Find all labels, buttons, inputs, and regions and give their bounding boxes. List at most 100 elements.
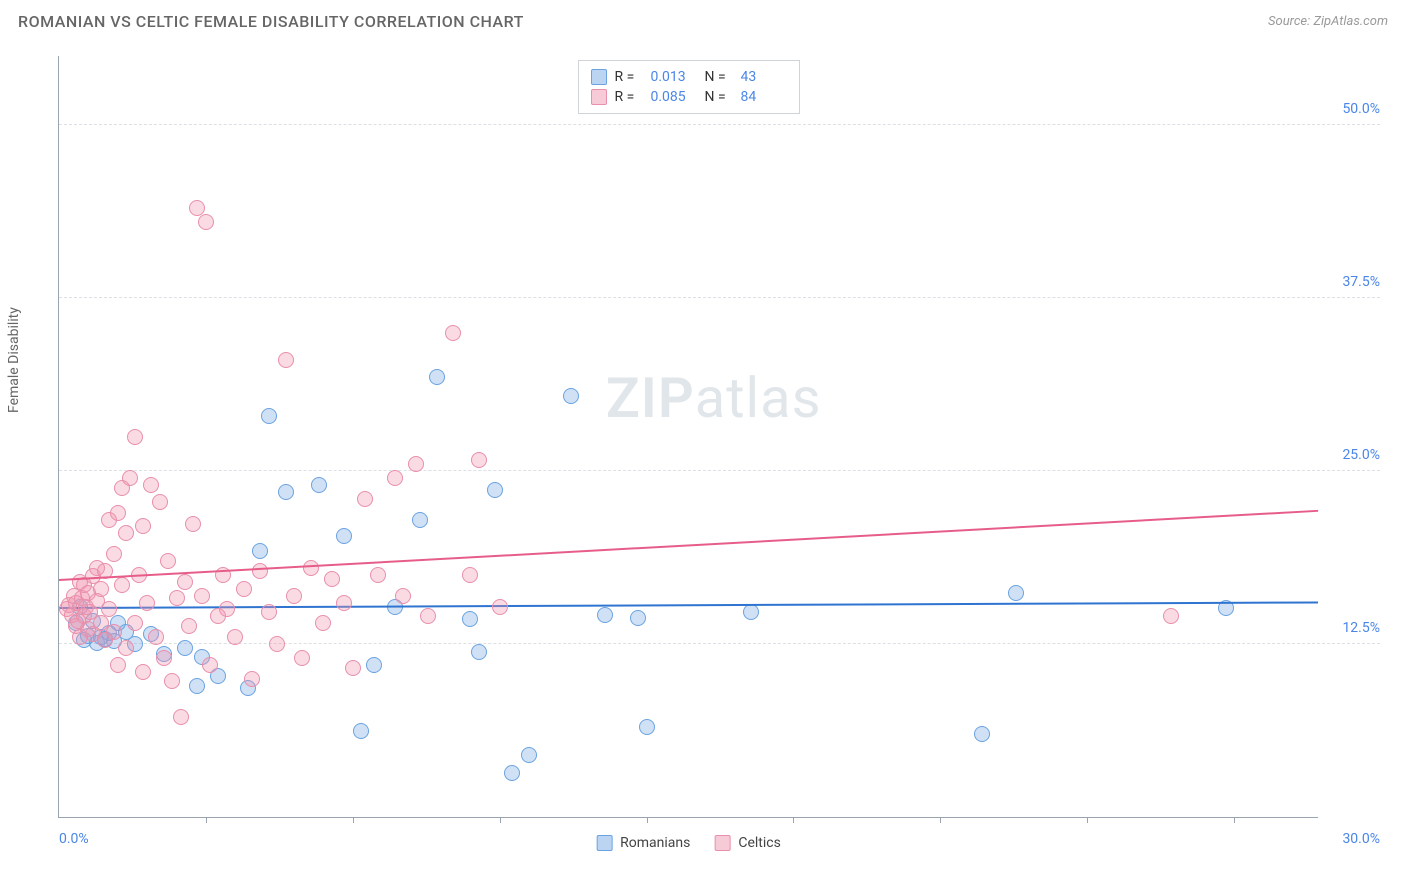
x-tick <box>793 817 794 823</box>
data-point <box>236 581 252 597</box>
source-credit: Source: ZipAtlas.com <box>1268 14 1388 29</box>
y-tick-label: 37.5% <box>1324 274 1380 290</box>
data-point <box>189 678 205 694</box>
data-point <box>169 590 185 606</box>
data-point <box>471 452 487 468</box>
data-point <box>118 640 134 656</box>
legend-swatch <box>591 89 607 105</box>
data-point <box>156 650 172 666</box>
data-point <box>278 484 294 500</box>
legend-item: Celtics <box>714 835 780 851</box>
legend-r-value: 0.085 <box>651 89 697 105</box>
data-point <box>219 601 235 617</box>
data-point <box>110 505 126 521</box>
data-point <box>198 214 214 230</box>
chart-container: Female Disability ZIPatlas R =0.013N =43… <box>18 42 1388 874</box>
data-point <box>202 657 218 673</box>
data-point <box>139 595 155 611</box>
data-point <box>269 636 285 652</box>
data-point <box>244 671 260 687</box>
data-point <box>492 599 508 615</box>
data-point <box>597 607 613 623</box>
data-point <box>261 408 277 424</box>
x-tick <box>353 817 354 823</box>
legend-n-value: 43 <box>741 69 787 85</box>
data-point <box>101 601 117 617</box>
x-tick <box>1087 817 1088 823</box>
data-point <box>152 494 168 510</box>
data-point <box>743 604 759 620</box>
data-point <box>106 624 122 640</box>
data-point <box>639 719 655 735</box>
data-point <box>366 657 382 673</box>
legend-stat-row: R = 0.085 N = 84 <box>591 87 787 107</box>
legend-r-value: 0.013 <box>651 69 697 85</box>
y-tick-label: 25.0% <box>1324 447 1380 463</box>
data-point <box>563 388 579 404</box>
data-point <box>504 765 520 781</box>
data-point <box>127 615 143 631</box>
plot-area: ZIPatlas R =0.013N =43R =0.085N =84 0.0%… <box>58 56 1318 818</box>
legend-n-value: 84 <box>741 89 787 105</box>
legend-series: Romanians Celtics <box>596 835 781 851</box>
data-point <box>487 482 503 498</box>
data-point <box>148 629 164 645</box>
data-point <box>353 723 369 739</box>
legend-stat-row: R =0.013N =43 <box>591 67 787 87</box>
gridline <box>59 643 1380 644</box>
legend-stats-box: R =0.013N =43 R = 0.085 N = 84 <box>578 60 800 114</box>
data-point <box>357 491 373 507</box>
x-tick <box>500 817 501 823</box>
data-point <box>1163 608 1179 624</box>
data-point <box>412 512 428 528</box>
data-point <box>1008 585 1024 601</box>
data-point <box>278 352 294 368</box>
data-point <box>177 640 193 656</box>
data-point <box>93 581 109 597</box>
data-point <box>336 528 352 544</box>
data-point <box>429 369 445 385</box>
data-point <box>294 650 310 666</box>
x-tick <box>1234 817 1235 823</box>
data-point <box>395 588 411 604</box>
data-point <box>521 747 537 763</box>
data-point <box>445 325 461 341</box>
legend-swatch <box>596 835 612 851</box>
x-tick <box>940 817 941 823</box>
data-point <box>462 611 478 627</box>
data-point <box>261 604 277 620</box>
data-point <box>114 577 130 593</box>
legend-r-label: R = <box>615 89 643 105</box>
data-point <box>420 608 436 624</box>
gridline <box>59 124 1380 125</box>
watermark: ZIPatlas <box>606 365 822 431</box>
data-point <box>630 610 646 626</box>
y-tick-label: 12.5% <box>1324 620 1380 636</box>
data-point <box>135 518 151 534</box>
data-point <box>370 567 386 583</box>
data-point <box>177 574 193 590</box>
x-axis-max-label: 30.0% <box>1342 831 1380 847</box>
data-point <box>324 571 340 587</box>
data-point <box>181 618 197 634</box>
data-point <box>122 470 138 486</box>
data-point <box>143 477 159 493</box>
legend-n-label: N = <box>705 89 733 105</box>
x-tick <box>206 817 207 823</box>
data-point <box>173 709 189 725</box>
legend-item: Romanians <box>596 835 690 851</box>
data-point <box>227 629 243 645</box>
legend-label: Romanians <box>620 835 690 851</box>
y-axis-label: Female Disability <box>6 307 22 413</box>
trend-line <box>59 601 1318 609</box>
data-point <box>110 657 126 673</box>
data-point <box>135 664 151 680</box>
data-point <box>336 595 352 611</box>
gridline <box>59 470 1380 471</box>
data-point <box>387 470 403 486</box>
gridline <box>59 297 1380 298</box>
data-point <box>462 567 478 583</box>
data-point <box>974 726 990 742</box>
data-point <box>303 560 319 576</box>
legend-swatch <box>714 835 730 851</box>
